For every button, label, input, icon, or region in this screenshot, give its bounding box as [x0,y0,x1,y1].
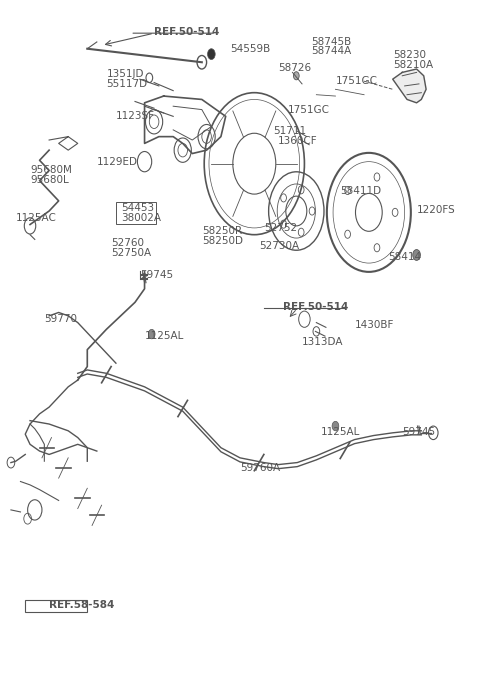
Text: REF.50-514: REF.50-514 [154,26,219,37]
Circle shape [148,329,155,339]
Circle shape [332,422,339,430]
Text: REF.50-514: REF.50-514 [283,302,348,312]
Text: 1220FS: 1220FS [417,204,456,215]
Text: 1751GC: 1751GC [336,76,377,86]
Text: 1313DA: 1313DA [302,337,344,346]
Text: 58210A: 58210A [393,60,433,70]
Text: 1430BF: 1430BF [355,320,394,330]
Text: 54453: 54453 [120,202,154,213]
Text: 1751GC: 1751GC [288,105,330,115]
Text: 52750A: 52750A [111,248,151,258]
Text: 54559B: 54559B [230,43,271,54]
Text: 55117D: 55117D [107,79,147,89]
Text: 59770: 59770 [44,314,77,324]
Text: 58250D: 58250D [202,236,243,246]
Text: 1360CF: 1360CF [278,136,318,146]
Polygon shape [393,69,426,103]
Text: 1125AL: 1125AL [321,427,360,437]
Text: 95680L: 95680L [30,175,69,185]
Text: 1123SF: 1123SF [116,111,155,122]
Circle shape [207,49,215,60]
Text: REF.58-584: REF.58-584 [49,600,115,610]
Text: 58230: 58230 [393,50,426,60]
Text: 1125AC: 1125AC [16,213,57,223]
Text: 52730A: 52730A [259,241,299,251]
Text: 58745B: 58745B [312,37,352,47]
Text: 59745: 59745 [140,270,173,280]
Text: 58414: 58414 [388,252,421,262]
Text: 51711: 51711 [274,126,307,136]
Text: 52752: 52752 [264,223,297,233]
Text: 59745: 59745 [402,427,435,437]
Text: 58411D: 58411D [340,186,381,196]
Text: 95680M: 95680M [30,166,72,175]
Bar [116,202,156,224]
Circle shape [413,250,420,260]
Text: 1129ED: 1129ED [97,157,138,166]
Text: 58250R: 58250R [202,226,242,236]
Text: 59760A: 59760A [240,463,280,473]
Text: 52760: 52760 [111,238,144,249]
Text: 1351JD: 1351JD [107,69,144,79]
Text: 58726: 58726 [278,62,312,73]
Circle shape [293,72,299,80]
Text: 58744A: 58744A [312,46,352,56]
Text: 38002A: 38002A [120,213,161,223]
Text: 1125AL: 1125AL [144,331,184,341]
